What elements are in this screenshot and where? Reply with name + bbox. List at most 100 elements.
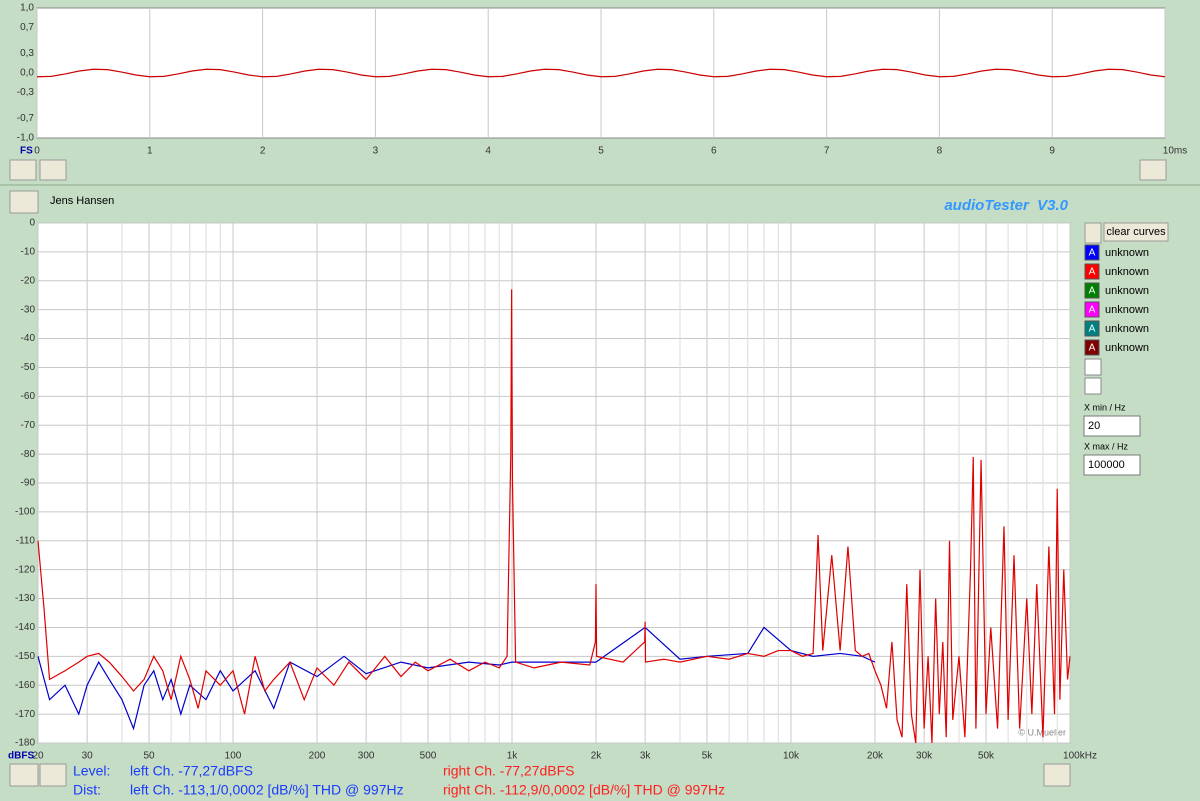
level-left: left Ch. -77,27dBFS — [130, 763, 253, 779]
xmin-value[interactable]: 20 — [1088, 420, 1100, 432]
y-tick-label: -30 — [21, 304, 36, 315]
x-tick-label: 1k — [507, 751, 519, 762]
x-tick-label: 1 — [147, 146, 153, 157]
y-tick-label: -0,7 — [17, 113, 35, 124]
x-tick-label: 10k — [783, 751, 800, 762]
scroll-button[interactable] — [39, 159, 67, 181]
y-tick-label: 0 — [29, 218, 35, 229]
series-line — [37, 289, 1071, 744]
dist-left: left Ch. -113,1/0,0002 [dB/%] THD @ 997H… — [130, 782, 404, 798]
curve-swatch — [1084, 263, 1100, 280]
y-tick-label: -50 — [21, 362, 36, 373]
y-tick-label: -180 — [15, 738, 35, 749]
x-tick-label: 30 — [82, 751, 94, 762]
xmin-label: X min / Hz — [1084, 402, 1126, 412]
y-tick-label: -70 — [21, 420, 36, 431]
y-tick-label: -150 — [15, 651, 35, 662]
spin-button[interactable] — [9, 190, 39, 214]
x-tick-label: 10ms — [1163, 146, 1187, 157]
y-unit-label: dBFS — [8, 751, 34, 762]
y-tick-label: -130 — [15, 593, 35, 604]
x-tick-label: 5k — [702, 751, 714, 762]
curve-label: unknown — [1105, 247, 1149, 259]
clear-button-label[interactable]: clear curves — [1106, 226, 1166, 238]
x-tick-label: 5 — [598, 146, 604, 157]
y-tick-label: -120 — [15, 564, 35, 575]
scroll-button[interactable] — [1043, 763, 1071, 787]
scroll-button[interactable] — [39, 763, 67, 787]
curve-swatch — [1084, 282, 1100, 299]
xmax-value[interactable]: 100000 — [1088, 459, 1125, 471]
x-tick-label: 3 — [373, 146, 379, 157]
y-tick-label: 1,0 — [20, 3, 34, 14]
x-tick-label: 30k — [916, 751, 933, 762]
y-tick-label: 0,7 — [20, 22, 34, 33]
curve-label: unknown — [1105, 266, 1149, 278]
curve-swatch — [1084, 244, 1100, 261]
y-tick-label: -140 — [15, 622, 35, 633]
x-tick-label: 200 — [309, 751, 326, 762]
x-tick-label: 2 — [260, 146, 266, 157]
xmax-input[interactable] — [1083, 454, 1141, 476]
dist-label: Dist: — [73, 782, 101, 798]
curve-icon: A — [1089, 324, 1096, 335]
clear-button[interactable] — [1103, 222, 1169, 242]
curve-label: unknown — [1105, 323, 1149, 335]
curve-label: unknown — [1105, 285, 1149, 297]
spin-button[interactable] — [9, 159, 37, 181]
x-tick-label: 6 — [711, 146, 717, 157]
x-tick-label: 50k — [978, 751, 995, 762]
y-tick-label: -90 — [21, 478, 36, 489]
xmax-label: X max / Hz — [1084, 441, 1129, 451]
app-title: audioTester V3.0 — [944, 197, 1068, 214]
x-tick-label: 20k — [867, 751, 884, 762]
scope-controls[interactable] — [9, 159, 1167, 787]
x-tick-label: 50 — [143, 751, 155, 762]
x-tick-label: 9 — [1049, 146, 1055, 157]
checkbox[interactable] — [1084, 358, 1102, 376]
xmin-input[interactable] — [1083, 415, 1141, 437]
y-tick-label: -20 — [21, 275, 36, 286]
curve-label: unknown — [1105, 342, 1149, 354]
x-tick-label: 20 — [32, 751, 44, 762]
checkbox[interactable] — [1084, 377, 1102, 395]
curve-swatch — [1084, 320, 1100, 337]
curve-icon: A — [1089, 286, 1096, 297]
y-tick-label: -80 — [21, 449, 36, 460]
x-tick-label: 8 — [937, 146, 943, 157]
y-tick-label: 0,0 — [20, 68, 34, 79]
y-tick-label: -100 — [15, 507, 35, 518]
curve-swatch — [1084, 301, 1100, 318]
x-tick-label: 4 — [485, 146, 491, 157]
x-tick-label: 2k — [591, 751, 603, 762]
x-tick-label: 7 — [824, 146, 830, 157]
level-right: right Ch. -77,27dBFS — [443, 763, 575, 779]
level-label: Level: — [73, 763, 110, 779]
user-name: Jens Hansen — [50, 195, 114, 207]
curve-icon: A — [1089, 305, 1096, 316]
series-line — [36, 68, 1166, 78]
scroll-button[interactable] — [1139, 159, 1167, 181]
x-tick-label: 3k — [640, 751, 652, 762]
y-unit-label: FS — [20, 146, 33, 157]
x-tick-label: 500 — [420, 751, 437, 762]
curve-icon: A — [1089, 343, 1096, 354]
x-tick-label: 100 — [225, 751, 242, 762]
x-tick-label: 300 — [358, 751, 375, 762]
spin-button[interactable] — [1084, 222, 1102, 244]
y-tick-label: 0,3 — [20, 48, 34, 59]
curve-swatch — [1084, 339, 1100, 356]
x-tick-label: 0 — [34, 146, 40, 157]
dist-right: right Ch. -112,9/0,0002 [dB/%] THD @ 997… — [443, 782, 725, 798]
y-tick-label: -10 — [21, 247, 36, 258]
spin-button[interactable] — [9, 763, 39, 787]
curve-icon: A — [1089, 248, 1096, 259]
x-tick-label: 100kHz — [1063, 751, 1097, 762]
y-tick-label: -1,0 — [17, 133, 35, 144]
y-tick-label: -0,3 — [17, 87, 35, 98]
y-tick-label: -40 — [21, 333, 36, 344]
y-tick-label: -160 — [15, 680, 35, 691]
curve-label: unknown — [1105, 304, 1149, 316]
y-tick-label: -170 — [15, 709, 35, 720]
